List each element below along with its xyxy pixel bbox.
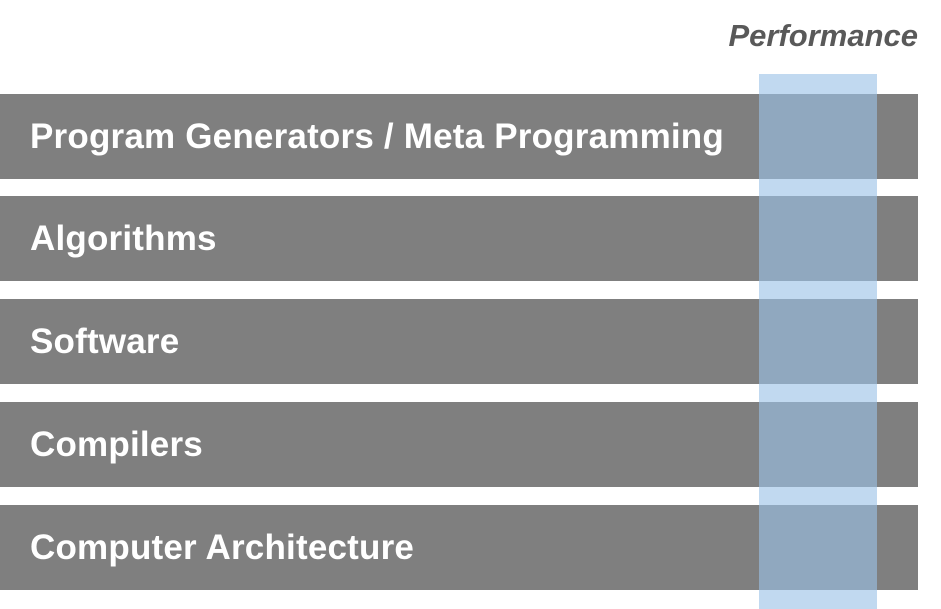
layer-label: Computer Architecture [30,528,415,567]
layer-label: Program Generators / Meta Programming [30,117,724,156]
layer-label: Compilers [30,425,203,464]
layer-bar-algorithms: Algorithms [0,196,918,281]
layer-label: Algorithms [30,219,217,258]
layer-bar-program-generators: Program Generators / Meta Programming [0,94,918,179]
layer-bar-software: Software [0,299,918,384]
layer-bar-compilers: Compilers [0,402,918,487]
layer-bar-computer-architecture: Computer Architecture [0,505,918,590]
performance-column-label: Performance [728,18,918,53]
layer-label: Software [30,322,180,361]
